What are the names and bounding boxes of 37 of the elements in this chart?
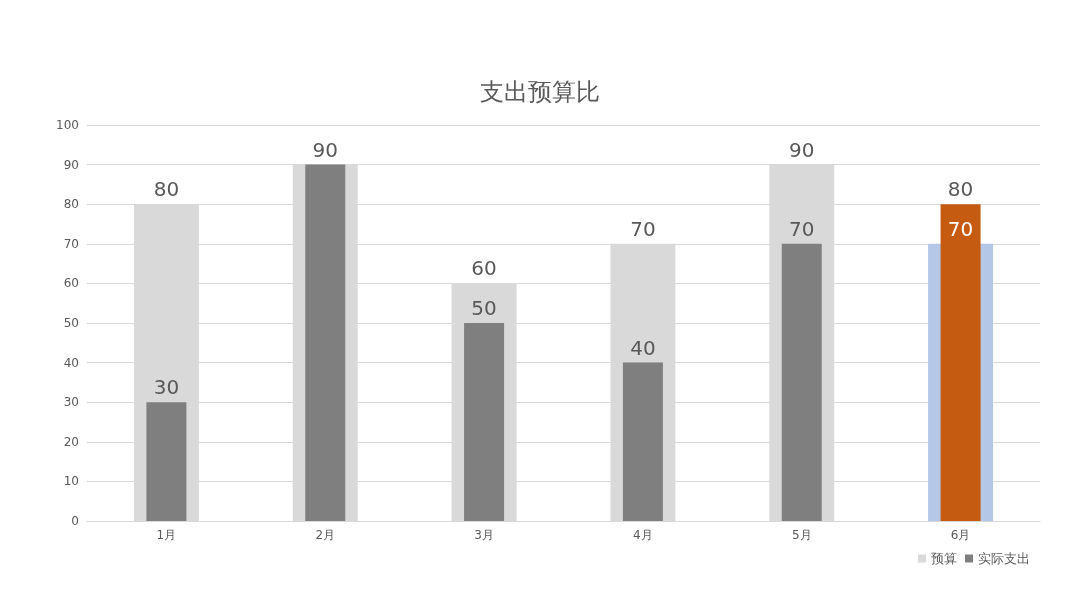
- x-tick-label: 3月: [474, 528, 494, 542]
- y-tick-label: 10: [63, 474, 79, 489]
- x-tick-label: 2月: [315, 528, 336, 542]
- bar: [622, 362, 663, 521]
- data-label: 80: [947, 177, 974, 202]
- data-label: 90: [789, 137, 815, 162]
- data-label: 30: [153, 375, 180, 400]
- data-label: 80: [153, 177, 180, 202]
- data-label: 90: [312, 137, 338, 162]
- data-label: 70: [630, 216, 656, 241]
- legend-label: 实际支出: [978, 551, 1030, 566]
- x-tick-label: 6月: [950, 528, 971, 542]
- bar: [464, 323, 505, 521]
- data-label: 40: [630, 335, 656, 360]
- y-tick-label: 60: [63, 276, 79, 291]
- x-tick-label: 1月: [156, 528, 177, 542]
- y-tick-label: 0: [71, 514, 79, 528]
- bar: [146, 402, 187, 521]
- bar: [781, 243, 822, 521]
- data-label: 70: [789, 216, 815, 241]
- bar: [940, 204, 981, 521]
- x-tick-label: 5月: [791, 528, 812, 542]
- x-tick-label: 4月: [633, 528, 653, 542]
- y-tick-label: 100: [56, 118, 79, 132]
- data-label: 60: [471, 256, 497, 281]
- y-tick-label: 30: [63, 395, 79, 410]
- chart-title: 支出预算比: [480, 78, 600, 106]
- legend-label: 预算: [931, 551, 957, 566]
- y-tick-label: 90: [63, 157, 79, 172]
- data-label: 70: [947, 216, 974, 241]
- y-tick-label: 80: [63, 197, 79, 212]
- y-tick-label: 40: [63, 355, 79, 370]
- y-tick-label: 20: [63, 434, 79, 449]
- y-tick-label: 70: [63, 236, 79, 251]
- y-tick-label: 50: [63, 316, 79, 330]
- data-label: 50: [471, 296, 497, 320]
- bar: [305, 164, 346, 521]
